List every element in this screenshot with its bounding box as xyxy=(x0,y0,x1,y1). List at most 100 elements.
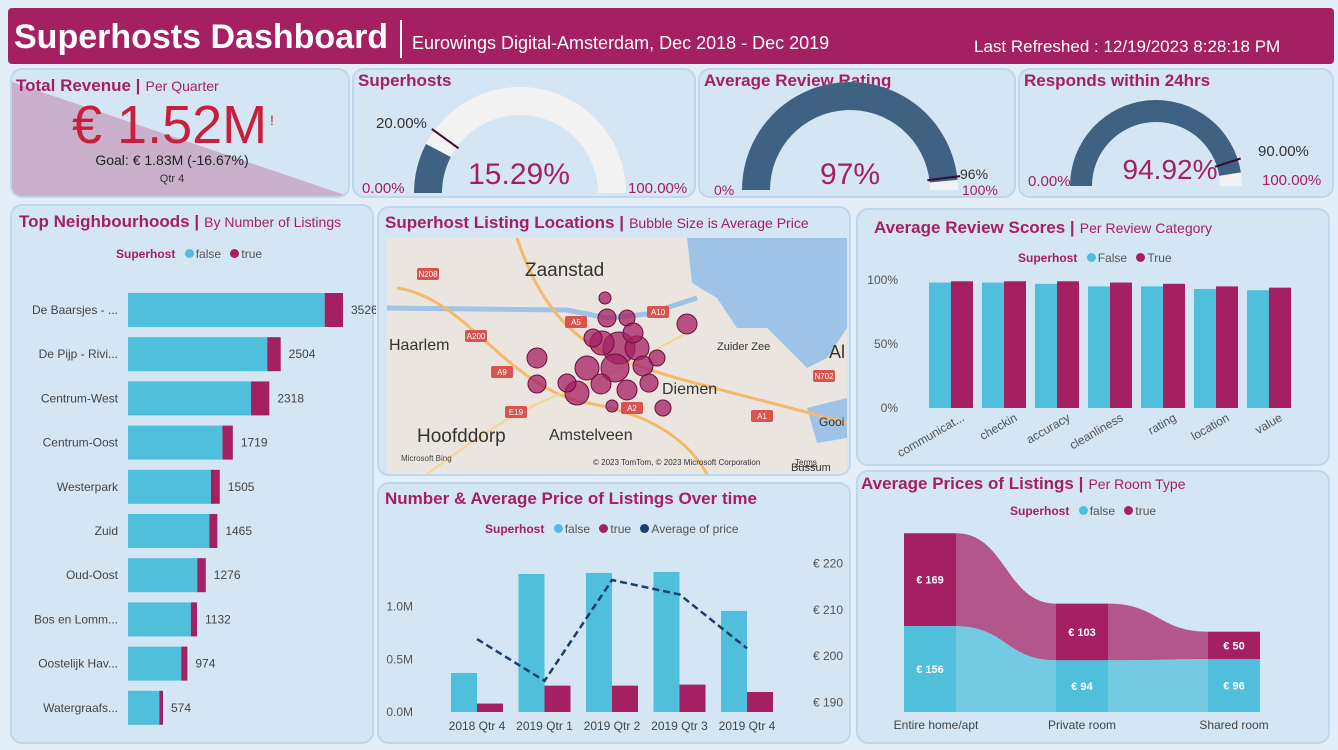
listings-bar-false xyxy=(451,673,477,712)
neighbourhood-total-label: 1132 xyxy=(205,612,231,626)
average-prices-ribbon-chart: € 169 € 156 Entire home/apt € 103 € 94 Privat… xyxy=(894,533,1269,732)
review-bar-false xyxy=(929,282,951,408)
superhosts-gauge-target-marker xyxy=(431,128,460,150)
dashboard-subtitle: Eurowings Digital-Amsterdam, Dec 2018 - … xyxy=(412,33,830,53)
review-scores-card[interactable]: Average Review Scores | Per Review Categ… xyxy=(856,208,1330,466)
listings-over-time-title: Number & Average Price of Listings Over … xyxy=(385,489,757,508)
top-neighbourhoods-card[interactable]: Top Neighbourhoods | By Number of Listin… xyxy=(10,204,376,744)
room-type-label: Private room xyxy=(1048,718,1116,732)
response-title: Responds within 24hrs xyxy=(1024,71,1211,90)
legend-title: Superhost xyxy=(485,522,545,536)
price-segment-false xyxy=(1208,659,1260,712)
map-copyright: © 2023 TomTom, © 2023 Microsoft Corporat… xyxy=(593,458,760,467)
listings-over-time-legend: Superhost false true Average of price xyxy=(485,522,739,536)
y-axis-tick: 0.5M xyxy=(386,652,413,666)
room-type-label: Entire home/apt xyxy=(894,718,979,732)
review-scores-title: Average Review Scores | xyxy=(874,218,1075,237)
map-listing-bubble xyxy=(598,291,612,305)
map-road-label: A1 xyxy=(757,412,767,421)
response-gauge-fill xyxy=(1070,100,1241,186)
superhosts-gauge-fill xyxy=(414,144,451,193)
map-listing-bubble xyxy=(597,308,617,328)
average-prices-card[interactable]: Average Prices of Listings | Per Room Ty… xyxy=(856,470,1330,744)
map-listing-bubble xyxy=(600,353,630,383)
last-refreshed: Last Refreshed : 12/19/2023 8:28:18 PM xyxy=(974,37,1281,56)
neighbourhood-label: Oud-Oost xyxy=(66,568,119,582)
revenue-alert: ! xyxy=(270,112,274,128)
map-listing-bubble xyxy=(676,313,698,335)
response-gauge-card[interactable]: Responds within 24hrs 94.92% 0.00% 100.0… xyxy=(1018,68,1334,198)
prices-legend: Superhost false true xyxy=(1010,504,1156,518)
neighbourhood-bar-true xyxy=(251,381,270,416)
neighbourhood-bar-false xyxy=(128,558,198,593)
listings-over-time-card[interactable]: Number & Average Price of Listings Over … xyxy=(377,482,851,744)
map-place-label: Zaanstad xyxy=(525,260,604,281)
review-rating-gauge-target-marker xyxy=(927,175,961,182)
price-label-true: € 50 xyxy=(1223,640,1244,652)
legend-true-label: true xyxy=(610,522,632,536)
map-listing-bubble xyxy=(557,373,577,393)
y2-axis-tick: € 210 xyxy=(813,603,843,617)
neighbourhood-bar-true xyxy=(267,337,281,372)
map-water-ijsselmeer xyxy=(687,238,847,368)
neighbourhood-bar-false xyxy=(128,602,191,637)
review-rating-gauge-card[interactable]: Average Review Rating 97% 0% 100% 96% xyxy=(698,68,1016,198)
x-axis-tick: communicat... xyxy=(895,410,967,459)
listings-over-time-chart: 0.0M 0.5M 1.0M € 190 € 200 € 210 € 220 2018 Qtr… xyxy=(386,556,843,733)
map-listing-bubble xyxy=(583,328,603,348)
map-road-label: A2 xyxy=(627,404,637,413)
listings-bar-true xyxy=(747,691,773,712)
map-listing-bubble xyxy=(605,399,619,413)
neighbourhood-bar-true xyxy=(197,558,206,593)
legend-false-swatch xyxy=(553,524,563,533)
average-price-line xyxy=(476,578,748,683)
map-road-shield xyxy=(565,316,587,328)
y-axis-tick: 0% xyxy=(881,401,899,415)
map-listing-bubble xyxy=(574,355,600,381)
x-axis-tick: 2019 Qtr 2 xyxy=(584,719,641,733)
price-label-true: € 169 xyxy=(916,575,944,587)
review-bar-true xyxy=(1216,286,1238,408)
neighbourhood-bar-false xyxy=(128,337,268,372)
map-road-shield xyxy=(491,366,513,378)
price-label-false: € 94 xyxy=(1071,681,1093,693)
x-axis-tick: location xyxy=(1189,410,1232,443)
price-segment-false xyxy=(1056,660,1108,712)
superhosts-title: Superhosts xyxy=(358,71,452,90)
x-axis-tick: 2019 Qtr 4 xyxy=(719,719,776,733)
response-gauge xyxy=(1070,100,1242,186)
legend-false-label: False xyxy=(1097,251,1128,265)
legend-false-label: false xyxy=(195,247,222,261)
superhosts-gauge xyxy=(414,87,626,193)
neighbourhood-total-label: 3526 xyxy=(351,303,376,317)
review-bar-true xyxy=(1269,287,1291,408)
y2-axis-tick: € 220 xyxy=(813,556,843,570)
map-listing-bubble xyxy=(648,349,666,367)
price-label-true: € 103 xyxy=(1068,627,1096,639)
map-listing-bubble xyxy=(639,373,659,393)
legend-true-swatch xyxy=(1136,253,1146,262)
neighbourhood-total-label: 2318 xyxy=(277,391,304,405)
map-subtitle: Bubble Size is Average Price xyxy=(629,215,809,231)
legend-avg-label: Average of price xyxy=(651,522,739,536)
review-bar-true xyxy=(951,281,973,408)
map-place-label: Diemen xyxy=(662,381,717,398)
total-revenue-card[interactable]: Total Revenue | Per Quarter € 1.52M ! Go… xyxy=(10,68,350,198)
listings-bar-true xyxy=(612,685,638,712)
listing-locations-card[interactable]: Superhost Listing Locations | Bubble Siz… xyxy=(377,206,851,476)
map-listing-bubble xyxy=(527,374,547,394)
review-scores-subtitle: Per Review Category xyxy=(1079,220,1213,236)
listing-locations-map[interactable]: Zaanstad Haarlem Hoofddorp Amstelveen Zuider… xyxy=(387,238,847,474)
map-road-label: N208 xyxy=(418,270,438,279)
response-gauge-target-marker xyxy=(1214,157,1241,168)
map-listing-bubble xyxy=(654,399,672,417)
x-axis-tick: rating xyxy=(1145,410,1178,437)
neighbourhood-label: De Baarsjes - ... xyxy=(32,303,118,317)
superhosts-gauge-card[interactable]: Superhosts 15.29% 0.00% 100.00% 20.00% xyxy=(352,68,696,198)
revenue-subtitle: Per Quarter xyxy=(145,78,219,94)
revenue-goal: Goal: € 1.83M (-16.67%) xyxy=(95,152,249,168)
price-segment-true xyxy=(904,533,956,627)
neighbourhood-label: Bos en Lomm... xyxy=(34,612,118,626)
revenue-value: € 1.52M xyxy=(72,95,268,155)
neighbourhood-bar-true xyxy=(324,293,343,327)
